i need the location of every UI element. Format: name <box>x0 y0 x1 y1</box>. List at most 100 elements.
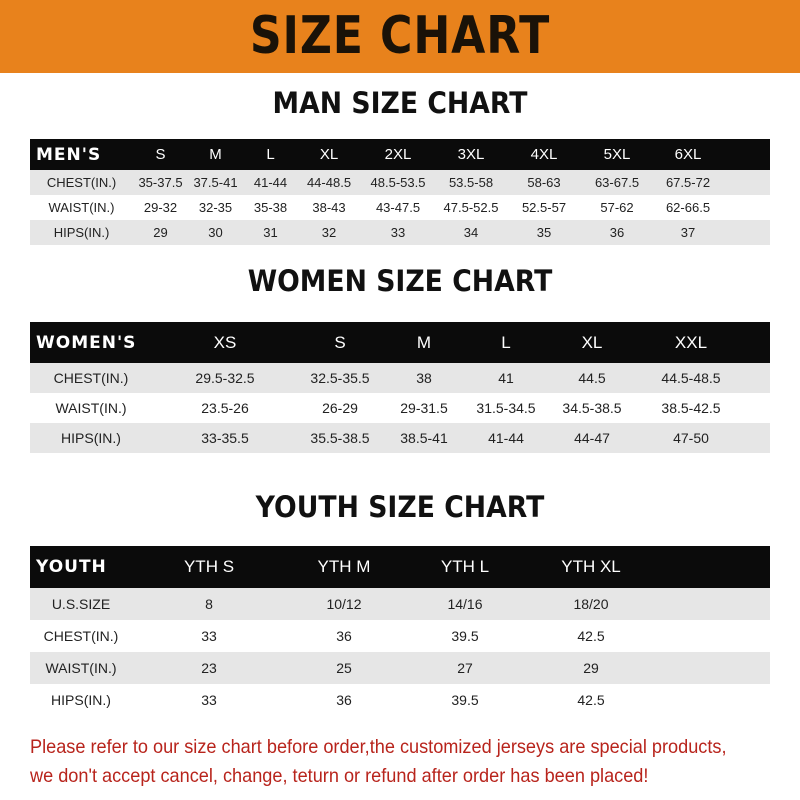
size-header-cell: 2XL <box>384 146 412 163</box>
table-cell: 35-37.5 <box>138 175 183 190</box>
table-cell: 47-50 <box>673 430 709 446</box>
table-cell: 37 <box>680 225 696 240</box>
table-cell: 31.5-34.5 <box>476 400 536 416</box>
table-cell: 63-67.5 <box>594 175 640 190</box>
size-header-cell: 6XL <box>674 146 702 163</box>
size-header-cell: XL <box>581 332 603 352</box>
table-cell: 39.5 <box>451 628 479 644</box>
table-cell: 38 <box>416 370 432 386</box>
table-cell: 14/16 <box>447 596 483 612</box>
table-cell: 33 <box>390 225 406 240</box>
table-row: WAIST(IN.) 23.5-26 26-29 29-31.5 31.5-34.5 34… <box>30 393 770 423</box>
table-cell: 39.5 <box>451 692 479 708</box>
table-cell: 23.5-26 <box>201 400 249 416</box>
table-cell: 35.5-38.5 <box>310 430 370 446</box>
table-cell: 8 <box>205 596 213 612</box>
table-row: U.S.SIZE 8 10/12 14/16 18/20 <box>30 588 770 620</box>
table-cell: 36 <box>336 628 352 644</box>
table-cell: 30 <box>208 225 223 240</box>
size-header-cell: 4XL <box>530 146 558 163</box>
table-title-cell: WOMEN'S <box>36 332 137 353</box>
size-header-cell: 5XL <box>603 146 631 163</box>
size-header-cell: XS <box>213 332 237 352</box>
page-title: SIZE CHART <box>249 6 551 66</box>
size-header-cell: YTH M <box>317 557 371 576</box>
table-cell: 35 <box>536 225 552 240</box>
size-header-cell: L <box>266 146 275 163</box>
table-cell: 23 <box>201 660 217 676</box>
table-row: WAIST(IN.) 23 25 27 29 <box>30 652 770 684</box>
row-label: WAIST(IN.) <box>48 200 115 215</box>
table-row: CHEST(IN.) 29.5-32.5 32.5-35.5 38 41 44.5 44.5… <box>30 363 770 393</box>
header-row: WOMEN'S XS S M L XL XXL <box>30 322 770 363</box>
table-cell: 29.5-32.5 <box>195 370 255 386</box>
table-cell: 58-63 <box>527 175 561 190</box>
table-row: CHEST(IN.) 35-37.5 37.5-41 41-44 44-48.5 48.5… <box>30 170 770 195</box>
table-cell: 34.5-38.5 <box>562 400 622 416</box>
table-cell: 29 <box>153 225 168 240</box>
table-row: HIPS(IN.) 33-35.5 35.5-38.5 38.5-41 41-44 44-… <box>30 423 770 453</box>
table-cell: 31 <box>263 225 278 240</box>
table-cell: 42.5 <box>577 628 605 644</box>
table-title-cell: YOUTH <box>36 557 107 577</box>
row-label: WAIST(IN.) <box>55 400 127 416</box>
table-cell: 44.5 <box>578 370 606 386</box>
men-heading: MAN SIZE CHART <box>272 86 528 120</box>
table-cell: 38.5-41 <box>400 430 448 446</box>
notice-text: Please refer to our size chart before or… <box>30 733 737 791</box>
table-cell: 52.5-57 <box>521 200 567 215</box>
table-cell: 35-38 <box>253 200 288 215</box>
table-cell: 48.5-53.5 <box>370 175 426 190</box>
table-cell: 67.5-72 <box>665 175 711 190</box>
table-cell: 53.5-58 <box>448 175 494 190</box>
table-cell: 32 <box>321 225 337 240</box>
youth-size-table: YOUTH YTH S YTH M YTH L YTH XL U.S.SIZE 8 10/12… <box>30 546 770 716</box>
table-cell: 33-35.5 <box>201 430 249 446</box>
table-row: HIPS(IN.) 29 30 31 32 33 34 35 36 37 <box>30 220 770 245</box>
table-cell: 26-29 <box>322 400 358 416</box>
row-label: HIPS(IN.) <box>51 692 111 708</box>
table-cell: 33 <box>201 628 217 644</box>
table-cell: 29-31.5 <box>400 400 448 416</box>
header-row: MEN'S S M L XL 2XL 3XL 4XL 5XL 6XL <box>30 139 770 170</box>
table-cell: 41 <box>498 370 514 386</box>
table-cell: 38-43 <box>312 200 346 215</box>
size-header-cell: 3XL <box>457 146 485 163</box>
table-row: WAIST(IN.) 29-32 32-35 35-38 38-43 43-47.5 47.… <box>30 195 770 220</box>
notice-line-2: we don't accept cancel, change, teturn o… <box>30 765 649 787</box>
size-header-cell: S <box>334 332 346 352</box>
women-heading: WOMEN SIZE CHART <box>247 264 553 298</box>
row-label: WAIST(IN.) <box>45 660 117 676</box>
title-banner: SIZE CHART <box>0 0 800 73</box>
table-cell: 32.5-35.5 <box>310 370 370 386</box>
table-row: HIPS(IN.) 33 36 39.5 42.5 <box>30 684 770 716</box>
row-label: CHEST(IN.) <box>46 175 117 190</box>
size-header-cell: M <box>209 146 222 163</box>
row-label: HIPS(IN.) <box>61 430 121 446</box>
youth-heading: YOUTH SIZE CHART <box>255 490 545 524</box>
table-title-cell: MEN'S <box>36 144 102 165</box>
table-cell: 18/20 <box>573 596 609 612</box>
notice-line-1: Please refer to our size chart before or… <box>30 736 727 758</box>
size-header-cell: YTH XL <box>561 557 621 576</box>
table-cell: 42.5 <box>577 692 605 708</box>
size-header-cell: L <box>501 332 511 352</box>
size-header-cell: YTH L <box>440 557 490 576</box>
size-header-cell: XL <box>319 146 339 163</box>
table-cell: 44-47 <box>574 430 610 446</box>
table-cell: 34 <box>463 225 479 240</box>
table-cell: 47.5-52.5 <box>443 200 499 215</box>
table-cell: 10/12 <box>326 596 362 612</box>
table-cell: 25 <box>336 660 352 676</box>
table-cell: 44.5-48.5 <box>661 370 721 386</box>
women-size-table: WOMEN'S XS S M L XL XXL CHEST(IN.) 29.5-32.5 32.5… <box>30 322 770 453</box>
table-row: CHEST(IN.) 33 36 39.5 42.5 <box>30 620 770 652</box>
table-cell: 43-47.5 <box>375 200 421 215</box>
table-cell: 33 <box>201 692 217 708</box>
table-cell: 37.5-41 <box>193 175 238 190</box>
size-header-cell: XXL <box>674 332 708 352</box>
table-cell: 44-48.5 <box>306 175 352 190</box>
size-header-cell: S <box>155 146 166 163</box>
row-label: CHEST(IN.) <box>43 628 119 644</box>
table-cell: 38.5-42.5 <box>661 400 721 416</box>
